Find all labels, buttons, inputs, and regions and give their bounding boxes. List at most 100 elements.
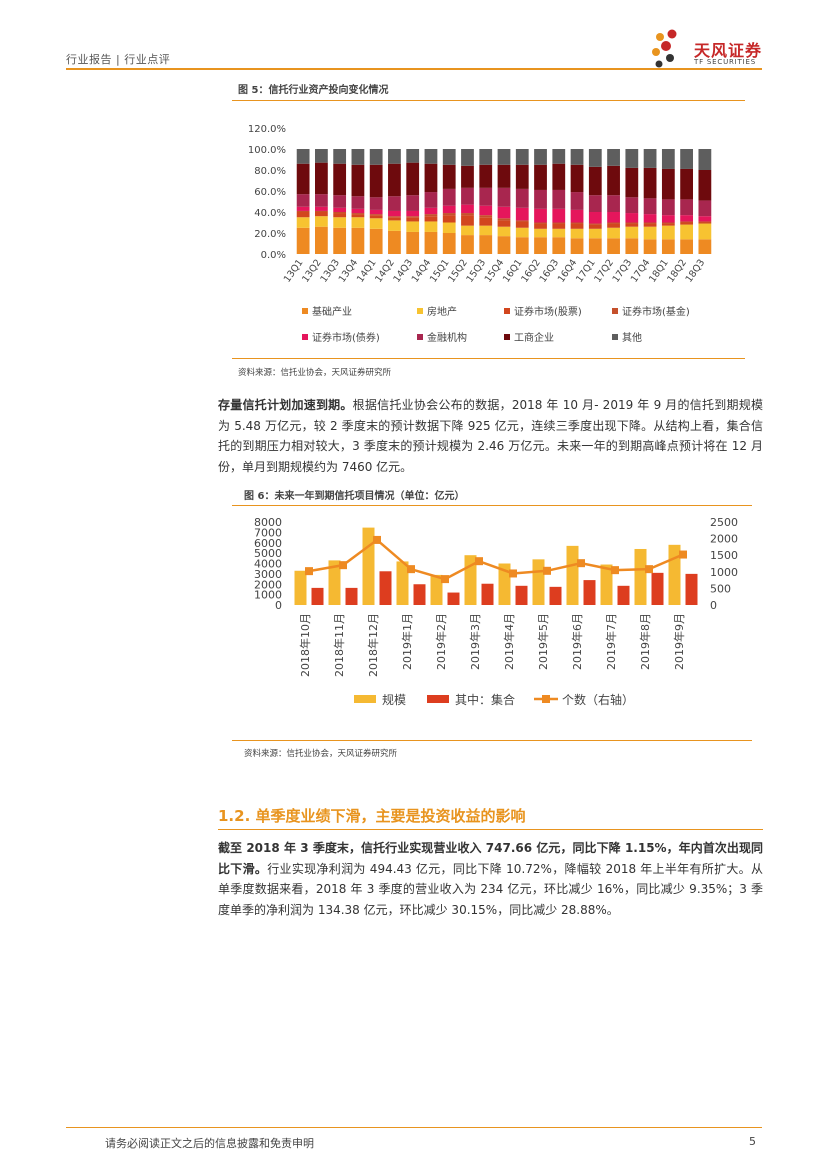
bar-segment <box>296 163 310 195</box>
bar-segment <box>461 225 474 236</box>
bar-segment <box>680 149 693 169</box>
bar-segment <box>661 225 675 240</box>
legend-label: 金融机构 <box>427 331 467 344</box>
bar-segment <box>296 149 310 164</box>
y-left-tick-label: 7000 <box>254 526 282 539</box>
bar-segment <box>315 216 328 227</box>
bar-segment <box>661 239 675 254</box>
bar-segment <box>588 195 602 212</box>
paragraph-performance-body: 行业实现净利润为 494.43 亿元，同比下降 10.72%，降幅较 2018 … <box>218 861 763 917</box>
bar-segment <box>406 231 420 254</box>
y-left-tick-label: 6000 <box>254 537 282 550</box>
bar-segment <box>552 163 566 190</box>
bar-segment <box>607 238 620 254</box>
y-left-tick-label: 2000 <box>254 578 282 591</box>
bar-segment <box>625 226 639 239</box>
bar <box>362 527 375 605</box>
y-tick-label: 80.0% <box>254 166 286 177</box>
bar-segment <box>643 239 657 254</box>
y-left-tick-label: 0 <box>275 599 282 612</box>
bar-segment <box>588 224 602 229</box>
bar-segment <box>607 149 620 166</box>
bar-segment <box>351 164 365 197</box>
bar-segment <box>442 222 456 233</box>
bar-segment <box>515 207 529 221</box>
header-rule <box>66 68 762 70</box>
y-tick-label: 20.0% <box>254 229 286 240</box>
maturity-chart: 0100020003000400050006000700080000500100… <box>254 516 738 707</box>
bar-segment <box>534 223 547 229</box>
bar-segment <box>479 164 493 188</box>
bar-segment <box>424 192 438 208</box>
bar-segment <box>369 197 383 210</box>
figure5-title: 图 5：信托行业资产投向变化情况 <box>238 85 389 96</box>
figure5-top-rule <box>232 100 745 101</box>
bar-segment <box>424 149 438 164</box>
bar-segment <box>406 149 420 163</box>
x-tick-label: 2019年5月 <box>536 613 550 670</box>
bar-segment <box>570 223 584 229</box>
bar-segment <box>607 165 620 196</box>
bar-segment <box>333 213 347 218</box>
bar-segment <box>534 164 547 190</box>
bar-segment <box>369 215 383 219</box>
bar-segment <box>388 216 401 218</box>
bar <box>413 584 426 605</box>
bar-segment <box>497 164 511 188</box>
bar-segment <box>515 221 529 228</box>
page-number: 5 <box>749 1135 756 1148</box>
bar-segment <box>406 216 420 218</box>
bar-segment <box>296 210 310 212</box>
legend-label: 基础产业 <box>312 305 352 318</box>
bar <box>396 561 409 605</box>
legend-label: 其他 <box>622 331 642 344</box>
bar <box>583 580 596 605</box>
bar-segment <box>497 226 511 237</box>
bar <box>345 587 358 605</box>
x-tick-label: 2019年1月 <box>400 613 414 670</box>
legend-swatch <box>302 308 308 314</box>
bar-segment <box>315 212 328 217</box>
bar-segment <box>680 239 693 254</box>
bar-segment <box>351 196 365 209</box>
y-tick-label: 40.0% <box>254 208 286 219</box>
figure5-source: 资料来源：信托业协会，天风证券研究所 <box>238 368 392 378</box>
line-marker <box>441 575 449 584</box>
bar-segment <box>588 166 602 196</box>
x-tick-label: 2019年3月 <box>468 613 482 670</box>
paragraph-maturity-body: 根据信托业协会公布的数据，2018 年 10 月- 2019 年 9 月的信托到… <box>218 398 763 474</box>
bar-segment <box>570 209 584 223</box>
y-right-tick-label: 500 <box>710 582 731 595</box>
bar-segment <box>424 231 438 254</box>
x-tick-label: 2019年8月 <box>638 613 652 670</box>
legend-swatch <box>542 695 550 703</box>
bar-segment <box>552 228 566 238</box>
line-marker <box>509 569 517 578</box>
bar-segment <box>570 149 584 165</box>
logo-subtitle: TF SECURITIES <box>694 58 756 66</box>
bar-segment <box>661 149 675 169</box>
bar-segment <box>588 212 602 224</box>
bar <box>294 570 307 605</box>
bar-segment <box>479 225 493 236</box>
bar-segment <box>442 215 456 223</box>
bar-segment <box>698 170 712 201</box>
bar-segment <box>515 164 529 189</box>
bar-segment <box>461 215 474 226</box>
line-marker <box>373 535 381 544</box>
y-right-tick-label: 2000 <box>710 533 738 546</box>
bar-segment <box>424 214 438 217</box>
bar-segment <box>534 228 547 238</box>
legend-swatch <box>504 334 510 340</box>
line-marker <box>407 565 415 574</box>
bar-segment <box>698 221 712 223</box>
bar <box>498 563 511 605</box>
y-right-tick-label: 1000 <box>710 566 738 579</box>
legend-label: 规模 <box>382 692 406 707</box>
bar-segment <box>296 212 310 218</box>
y-tick-label: 120.0% <box>248 124 286 135</box>
bar-segment <box>424 163 438 193</box>
bar-segment <box>588 223 602 225</box>
bar-segment <box>625 238 639 254</box>
bar-segment <box>661 223 675 226</box>
